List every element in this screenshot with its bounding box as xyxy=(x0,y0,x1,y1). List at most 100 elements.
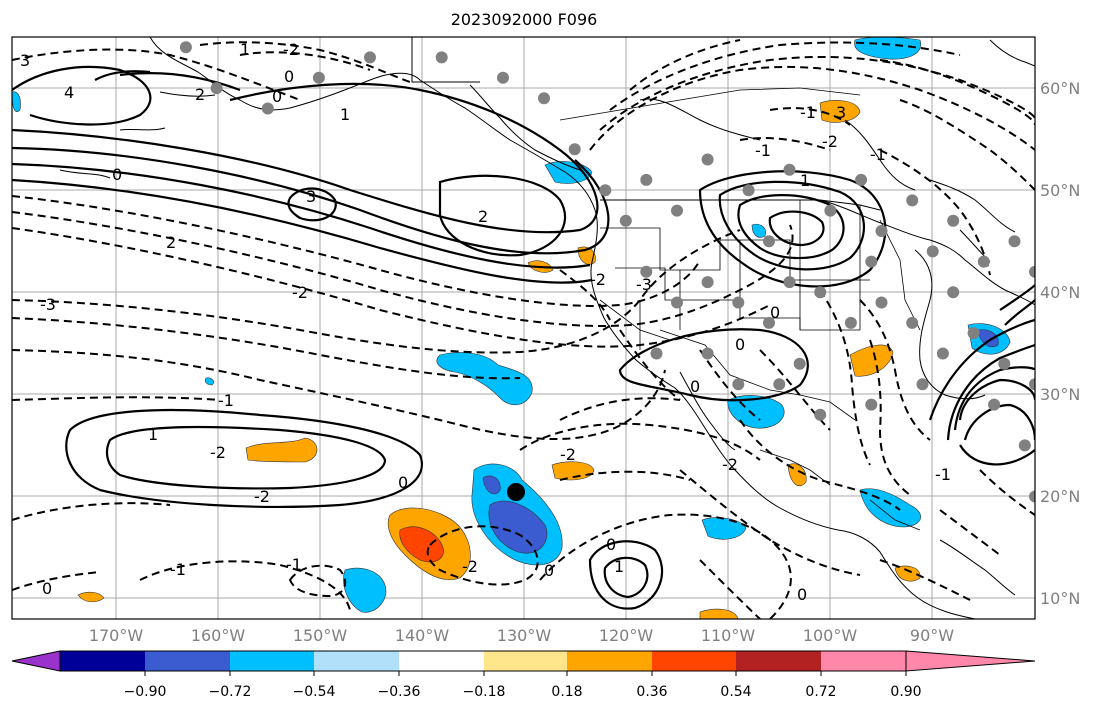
station-dot xyxy=(599,184,612,197)
station-dot xyxy=(179,41,192,54)
contour-label: 4 xyxy=(64,83,74,102)
colorbar-tick-label: −0.18 xyxy=(463,684,506,700)
station-dot xyxy=(568,143,581,156)
contour-label: -2 xyxy=(292,283,308,302)
x-tick-label: 90°W xyxy=(910,626,954,645)
positive-anomaly-patch xyxy=(894,565,921,582)
station-dot xyxy=(824,204,837,217)
station-dot xyxy=(844,316,857,329)
station-dot xyxy=(1008,235,1021,248)
contour-label: 0 xyxy=(42,579,52,598)
contour-label: -1 xyxy=(935,465,951,484)
colorbar: −0.90 −0.72 −0.54 −0.36 −0.18 0.18 0.36 … xyxy=(11,650,1036,700)
station-dot xyxy=(763,316,775,329)
station-dot xyxy=(701,347,714,360)
contour-label: 0 xyxy=(398,473,408,492)
station-dot xyxy=(793,357,806,370)
contour-label: 0 xyxy=(284,67,294,86)
x-tick-label: 100°W xyxy=(803,626,858,645)
negative-anomaly-core xyxy=(488,500,548,554)
contour-label: 2 xyxy=(478,207,488,226)
contour-label: -2 xyxy=(283,40,299,59)
station-dot xyxy=(497,71,509,84)
station-dot xyxy=(1029,490,1035,503)
negative-anomaly-patch xyxy=(204,377,214,386)
contour-label: -3 xyxy=(40,295,56,314)
station-dot xyxy=(865,398,878,411)
station-dot xyxy=(210,82,223,95)
contour-label: 3 xyxy=(306,187,316,206)
station-dot xyxy=(364,51,376,64)
station-dot xyxy=(640,173,653,186)
contour-label: 0 xyxy=(544,561,554,580)
colorbar-segment xyxy=(567,651,652,671)
station-dot xyxy=(865,255,878,268)
x-axis-ticks: 170°W 160°W 150°W 140°W 130°W 120°W 110°… xyxy=(89,626,954,645)
negative-anomaly-patch xyxy=(343,567,387,613)
x-tick-label: 140°W xyxy=(395,626,450,645)
y-tick-label: 60°N xyxy=(1040,79,1080,98)
station-dot xyxy=(875,296,888,309)
station-dot xyxy=(875,225,888,237)
contour-label: 0 xyxy=(690,377,700,396)
negative-anomaly-patch xyxy=(859,488,921,528)
station-dot xyxy=(538,92,550,105)
contour-label: 0 xyxy=(112,165,122,184)
colorbar-tick-label: −0.54 xyxy=(293,684,336,700)
contour-label: 0 xyxy=(606,535,616,554)
colorbar-extend-left xyxy=(11,650,61,672)
contour-label: -2 xyxy=(822,132,838,151)
station-dot xyxy=(763,235,775,248)
colorbar-segment xyxy=(736,651,821,671)
contour-label: -1 xyxy=(800,103,816,122)
station-dot xyxy=(435,51,448,64)
x-tick-label: 150°W xyxy=(293,626,348,645)
colorbar-tick-label: 0.72 xyxy=(805,684,836,700)
station-dot xyxy=(640,265,653,278)
colorbar-segment xyxy=(399,651,484,671)
station-dot xyxy=(783,276,796,289)
coastlines xyxy=(59,37,1035,619)
station-dot xyxy=(998,357,1011,370)
station-dot xyxy=(916,378,929,391)
map-border xyxy=(11,36,1036,620)
colorbar-segment xyxy=(314,651,399,671)
contour-label: 1 xyxy=(800,171,810,190)
colorbar-tick-label: −0.36 xyxy=(378,684,421,700)
contour-label: -2 xyxy=(590,270,606,289)
station-dot xyxy=(814,286,827,299)
contour-label: 1 xyxy=(148,425,158,444)
station-dot xyxy=(967,327,980,340)
station-dot xyxy=(814,408,827,421)
colorbar-tick-label: 0.90 xyxy=(890,684,921,700)
contour-label: -1 xyxy=(755,141,771,160)
colorbar-segment xyxy=(230,651,314,671)
station-dot xyxy=(773,378,786,391)
station-dot xyxy=(1029,378,1035,391)
colorbar-segment xyxy=(60,651,145,671)
station-dot xyxy=(1018,439,1031,452)
x-tick-label: 110°W xyxy=(701,626,756,645)
x-tick-label: 120°W xyxy=(599,626,654,645)
negative-anomaly-patch xyxy=(751,223,766,238)
contour-label: -2 xyxy=(254,487,270,506)
colorbar-outline xyxy=(59,650,907,672)
x-tick-label: 160°W xyxy=(191,626,246,645)
contour-label: -2 xyxy=(462,557,478,576)
station-dot xyxy=(926,245,939,258)
contour-label: 1 xyxy=(614,557,624,576)
station-dot xyxy=(936,347,949,360)
contour-label: 3 xyxy=(836,103,846,122)
contour-label: 0 xyxy=(272,87,282,106)
shaded-anomalies xyxy=(12,37,1011,619)
dashed-contours xyxy=(12,39,1035,619)
positive-anomaly-patch xyxy=(819,100,861,123)
negative-anomaly-patch xyxy=(436,352,533,406)
station-dots xyxy=(179,41,1035,503)
contour-label: 0 xyxy=(797,585,807,604)
contour-label: 1 xyxy=(240,40,250,59)
colorbar-tick-label: 0.54 xyxy=(720,684,751,700)
storm-center-dot xyxy=(507,483,525,501)
station-dot xyxy=(1029,265,1035,278)
